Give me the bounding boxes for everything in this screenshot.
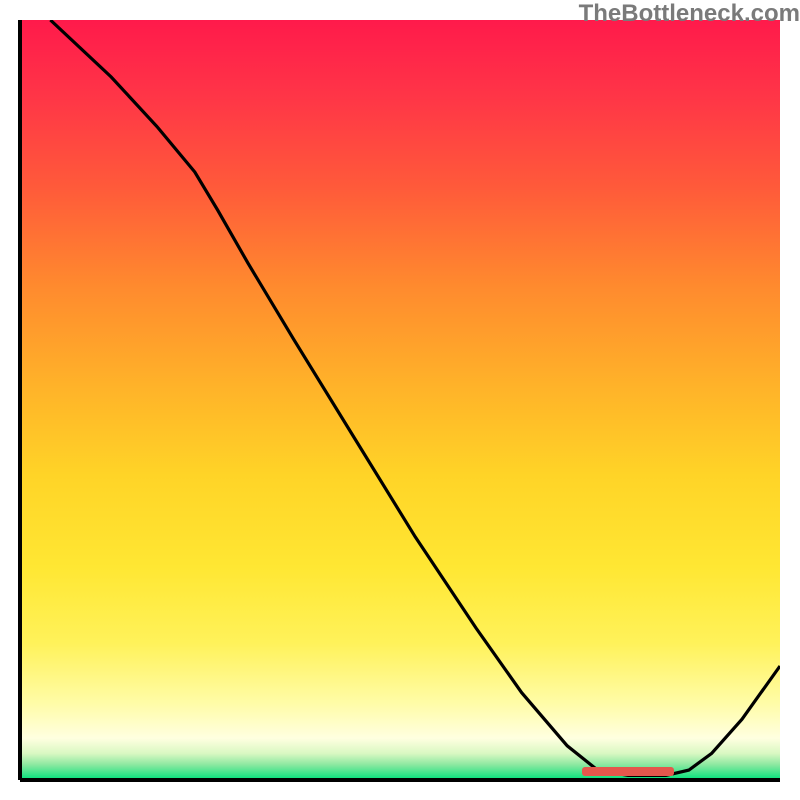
chart-axes (0, 0, 800, 800)
chart-stage: TheBottleneck.com (0, 0, 800, 800)
watermark-text: TheBottleneck.com (579, 0, 800, 28)
